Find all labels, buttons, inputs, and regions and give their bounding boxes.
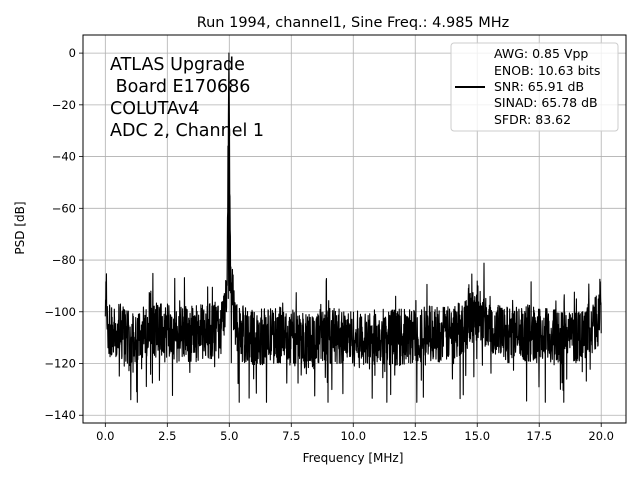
x-tick-label: 20.0 <box>588 429 614 443</box>
annotation-block: ATLAS Upgrade Board E170686 COLUTAv4 ADC… <box>110 55 264 141</box>
y-tick-label: −20 <box>52 98 76 112</box>
y-tick-label: −100 <box>44 305 76 319</box>
axes-frame <box>82 34 627 424</box>
x-tick-label: 2.5 <box>158 429 176 443</box>
legend-line-4: SINAD: 65.78 dB <box>494 95 598 110</box>
y-tick-label: −40 <box>52 150 76 164</box>
x-tick-label: 0.0 <box>96 429 114 443</box>
annotation-line-1: ATLAS Upgrade <box>110 55 245 75</box>
y-axis-label: PSD [dB] <box>13 201 27 254</box>
x-tick-label: 10.0 <box>340 429 366 443</box>
legend-line-3: SNR: 65.91 dB <box>494 79 584 94</box>
annotation-line-2: Board E170686 <box>110 77 250 97</box>
y-tick-label: −120 <box>44 357 76 371</box>
annotation-line-4: ADC 2, Channel 1 <box>110 121 264 141</box>
legend-line-5: SFDR: 83.62 <box>494 112 571 127</box>
x-tick-label: 7.5 <box>282 429 300 443</box>
tick-layer: 0.0 2.5 5.0 7.5 10.0 12.5 15.0 17.5 20.0 0 −20 −40 −… <box>44 46 614 443</box>
annotation-line-3: COLUTAv4 <box>110 99 199 119</box>
y-tick-label: −80 <box>52 253 76 267</box>
y-tick-label: −60 <box>52 201 76 215</box>
series-layer <box>104 52 602 403</box>
x-tick-label: 17.5 <box>526 429 552 443</box>
legend: AWG: 0.85 Vpp ENOB: 10.63 bits SNR: 65.9… <box>450 42 619 132</box>
psd-series-line <box>104 52 602 403</box>
y-tick-label: −140 <box>44 408 76 422</box>
x-axis-label: Frequency [MHz] <box>303 451 404 465</box>
legend-line-1: AWG: 0.85 Vpp <box>494 46 588 61</box>
chart-title: Run 1994, channel1, Sine Freq.: 4.985 MH… <box>197 15 510 31</box>
y-tick-label: 0 <box>69 46 76 60</box>
x-tick-label: 5.0 <box>220 429 238 443</box>
x-tick-label: 12.5 <box>402 429 428 443</box>
legend-box <box>450 42 619 132</box>
x-tick-label: 15.0 <box>464 429 490 443</box>
legend-line-2: ENOB: 10.63 bits <box>494 63 600 78</box>
